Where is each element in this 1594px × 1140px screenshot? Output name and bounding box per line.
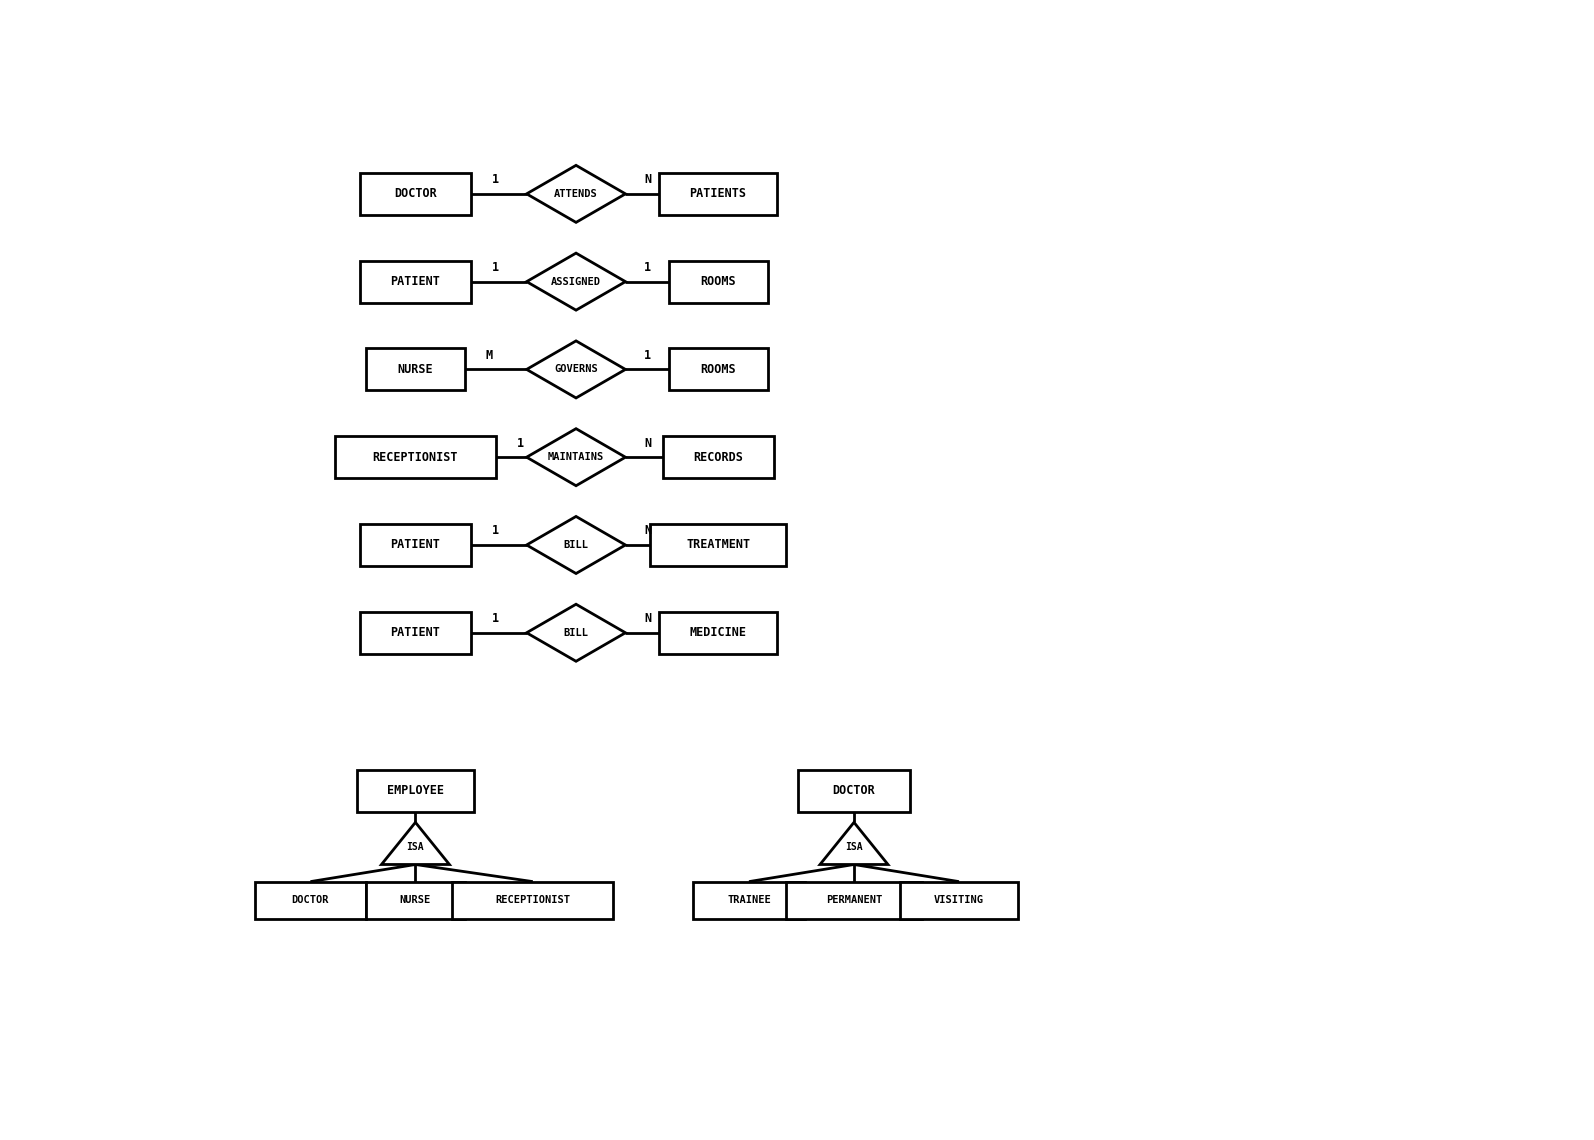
FancyBboxPatch shape bbox=[357, 770, 473, 812]
FancyBboxPatch shape bbox=[360, 612, 472, 654]
FancyBboxPatch shape bbox=[660, 612, 776, 654]
Text: RECEPTIONIST: RECEPTIONIST bbox=[373, 450, 457, 464]
Text: 1: 1 bbox=[493, 612, 499, 625]
Text: VISITING: VISITING bbox=[934, 896, 983, 905]
Text: TREATMENT: TREATMENT bbox=[685, 538, 751, 552]
Text: PATIENT: PATIENT bbox=[391, 538, 440, 552]
Text: ASSIGNED: ASSIGNED bbox=[552, 277, 601, 286]
Text: NURSE: NURSE bbox=[400, 896, 430, 905]
FancyBboxPatch shape bbox=[335, 437, 496, 479]
Polygon shape bbox=[526, 516, 625, 573]
FancyBboxPatch shape bbox=[669, 261, 768, 303]
Text: EMPLOYEE: EMPLOYEE bbox=[387, 784, 445, 797]
FancyBboxPatch shape bbox=[786, 881, 921, 919]
Text: M: M bbox=[486, 349, 493, 361]
Text: 1: 1 bbox=[644, 349, 652, 361]
Text: BILL: BILL bbox=[564, 540, 588, 549]
Text: TRAINEE: TRAINEE bbox=[727, 896, 771, 905]
Text: GOVERNS: GOVERNS bbox=[555, 365, 598, 374]
FancyBboxPatch shape bbox=[360, 173, 472, 215]
Text: N: N bbox=[644, 524, 652, 537]
Text: 1: 1 bbox=[644, 261, 652, 274]
Text: 1: 1 bbox=[493, 261, 499, 274]
Text: 1: 1 bbox=[516, 437, 524, 449]
Text: DOCTOR: DOCTOR bbox=[394, 187, 437, 201]
FancyBboxPatch shape bbox=[650, 524, 786, 567]
FancyBboxPatch shape bbox=[663, 437, 773, 479]
Polygon shape bbox=[381, 822, 450, 864]
Text: ISA: ISA bbox=[845, 841, 862, 852]
Text: N: N bbox=[644, 173, 652, 186]
Polygon shape bbox=[526, 341, 625, 398]
Polygon shape bbox=[526, 429, 625, 486]
Text: RECEPTIONIST: RECEPTIONIST bbox=[496, 896, 571, 905]
Text: PATIENT: PATIENT bbox=[391, 626, 440, 640]
Text: N: N bbox=[644, 612, 652, 625]
FancyBboxPatch shape bbox=[367, 881, 465, 919]
Text: N: N bbox=[644, 437, 652, 449]
Polygon shape bbox=[819, 822, 888, 864]
Text: NURSE: NURSE bbox=[397, 363, 434, 376]
Text: 1: 1 bbox=[493, 524, 499, 537]
Text: BILL: BILL bbox=[564, 628, 588, 637]
Text: ATTENDS: ATTENDS bbox=[555, 189, 598, 198]
FancyBboxPatch shape bbox=[360, 261, 472, 303]
FancyBboxPatch shape bbox=[799, 770, 910, 812]
FancyBboxPatch shape bbox=[693, 881, 805, 919]
FancyBboxPatch shape bbox=[660, 173, 776, 215]
FancyBboxPatch shape bbox=[360, 524, 472, 567]
Polygon shape bbox=[526, 604, 625, 661]
Polygon shape bbox=[526, 165, 625, 222]
Text: PATIENTS: PATIENTS bbox=[690, 187, 746, 201]
Text: PERMANENT: PERMANENT bbox=[826, 896, 881, 905]
FancyBboxPatch shape bbox=[453, 881, 614, 919]
Text: MEDICINE: MEDICINE bbox=[690, 626, 746, 640]
Text: ISA: ISA bbox=[406, 841, 424, 852]
Text: DOCTOR: DOCTOR bbox=[292, 896, 330, 905]
Text: ROOMS: ROOMS bbox=[700, 363, 736, 376]
Text: MAINTAINS: MAINTAINS bbox=[548, 453, 604, 462]
Text: 1: 1 bbox=[493, 173, 499, 186]
Text: PATIENT: PATIENT bbox=[391, 275, 440, 288]
FancyBboxPatch shape bbox=[669, 349, 768, 391]
Text: ROOMS: ROOMS bbox=[700, 275, 736, 288]
FancyBboxPatch shape bbox=[255, 881, 367, 919]
Polygon shape bbox=[526, 253, 625, 310]
FancyBboxPatch shape bbox=[367, 349, 465, 391]
Text: DOCTOR: DOCTOR bbox=[832, 784, 875, 797]
Text: RECORDS: RECORDS bbox=[693, 450, 743, 464]
FancyBboxPatch shape bbox=[901, 881, 1017, 919]
